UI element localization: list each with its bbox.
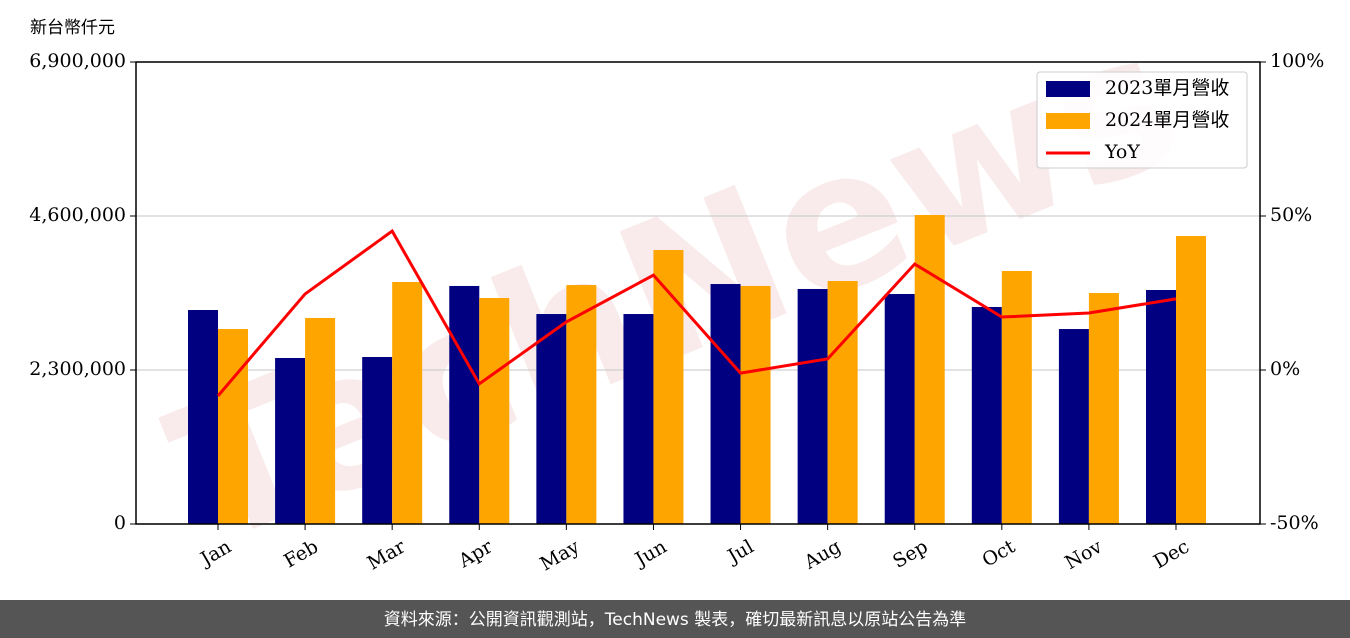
x-tick-label: Apr [454,535,497,572]
y-tick-label: 2,300,000 [29,358,126,380]
bar [884,294,915,524]
x-tick-label: Aug [800,536,845,575]
bar [827,281,858,524]
y-tick-label: 0 [114,512,126,534]
bar [305,317,336,524]
bar [218,329,248,524]
bar [623,314,654,524]
plot-frame [135,61,1261,525]
bar [188,310,218,524]
bar [971,306,1002,524]
bar [1088,293,1119,524]
bar [449,285,480,524]
x-tick-label: Mar [364,535,410,574]
bar [914,214,945,524]
y-tick-label: 6,900,000 [29,50,126,72]
bar [1176,236,1206,524]
bar [710,284,741,524]
x-tick-label: Dec [1150,536,1193,574]
bar [566,285,597,524]
bar [653,250,684,524]
y2-tick-label: 0% [1270,358,1300,380]
x-tick-label: Oct [978,535,1019,571]
legend-swatch [1046,113,1090,129]
y2-tick-label: -50% [1270,512,1319,534]
bar [392,282,423,524]
bar [1001,270,1032,524]
bar [479,298,510,524]
y-axis-label: 新台幣仟元 [30,18,115,38]
legend-label: 2024單月營收 [1105,109,1229,131]
x-tick-label: Jun [630,536,671,572]
x-tick-label: Jul [722,536,757,569]
y-tick-label: 4,600,000 [29,204,126,226]
legend-swatch [1046,81,1090,97]
bar [536,314,567,524]
x-tick-label: May [536,535,583,575]
bar [1058,329,1089,524]
bar [1146,289,1176,524]
x-tick-label: Nov [1061,535,1106,574]
x-tick-label: Sep [889,536,932,573]
legend-label: 2023單月營收 [1105,77,1229,99]
bar [740,285,771,524]
y2-tick-label: 100% [1270,50,1324,72]
yoy-line [216,228,1177,397]
legend-label: YoY [1104,141,1140,163]
footer-bar [0,600,1350,638]
bar [275,358,306,524]
bar [797,288,828,524]
source-note: 資料來源：公開資訊觀測站，TechNews 製表，確切最新訊息以原站公告為準 [384,610,966,630]
bar [362,357,393,524]
y2-tick-label: 50% [1270,204,1312,226]
